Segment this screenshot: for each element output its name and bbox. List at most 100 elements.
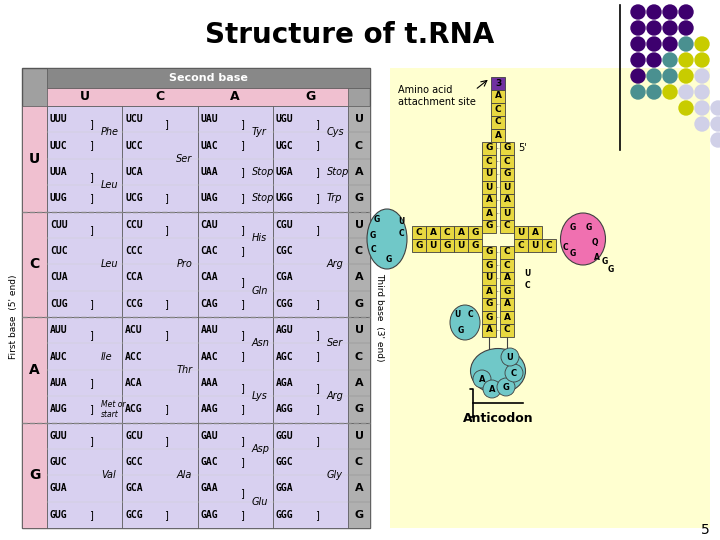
Text: A: A	[495, 131, 502, 139]
Circle shape	[663, 21, 677, 35]
Circle shape	[695, 53, 709, 67]
Text: G: G	[386, 254, 392, 264]
Text: GGG: GGG	[276, 510, 293, 520]
Text: 5': 5'	[518, 143, 527, 153]
Text: Amino acid
attachment site: Amino acid attachment site	[398, 85, 476, 107]
Text: Glu: Glu	[252, 497, 268, 507]
Text: ]: ]	[164, 119, 168, 129]
Text: ]: ]	[89, 193, 93, 204]
Bar	[491, 90, 505, 103]
Bar	[197, 317, 273, 422]
Text: A: A	[485, 208, 492, 218]
Text: Phe: Phe	[102, 127, 120, 137]
Text: G: G	[29, 468, 40, 482]
Bar	[273, 317, 348, 422]
Text: U: U	[485, 183, 492, 192]
Text: ]: ]	[240, 193, 243, 204]
Text: ]: ]	[240, 225, 243, 235]
Text: Ser: Ser	[176, 154, 193, 164]
Text: U: U	[531, 241, 539, 250]
Text: Asn: Asn	[252, 339, 269, 348]
Text: ]: ]	[315, 383, 319, 393]
Circle shape	[631, 21, 645, 35]
Text: Lys: Lys	[252, 391, 268, 401]
Text: U: U	[80, 91, 89, 104]
Bar	[47, 317, 122, 422]
Text: AGC: AGC	[276, 352, 293, 362]
Text: G: G	[374, 214, 380, 224]
Text: A: A	[457, 228, 464, 237]
Text: ]: ]	[240, 383, 243, 393]
Text: ]: ]	[89, 510, 93, 520]
Circle shape	[647, 5, 661, 19]
Text: U: U	[457, 241, 464, 250]
Text: AGU: AGU	[276, 325, 293, 335]
Text: GAA: GAA	[200, 483, 218, 494]
Text: Arg: Arg	[327, 259, 344, 269]
Bar	[482, 167, 496, 180]
Text: AAA: AAA	[200, 378, 218, 388]
Text: C: C	[495, 118, 501, 126]
Circle shape	[679, 37, 693, 51]
Circle shape	[663, 85, 677, 99]
Text: CGG: CGG	[276, 299, 293, 309]
Text: C: C	[30, 257, 40, 271]
Circle shape	[647, 37, 661, 51]
Circle shape	[505, 364, 523, 382]
Text: UUC: UUC	[50, 140, 68, 151]
Text: ]: ]	[315, 119, 319, 129]
Text: A: A	[485, 195, 492, 205]
Text: C: C	[398, 228, 404, 238]
Bar	[491, 103, 505, 116]
Circle shape	[631, 37, 645, 51]
Bar	[47, 212, 122, 317]
Text: A: A	[29, 363, 40, 377]
Text: C: C	[355, 246, 363, 256]
Bar	[482, 272, 496, 285]
Text: A: A	[503, 195, 510, 205]
Bar	[482, 219, 496, 233]
Circle shape	[497, 378, 515, 396]
Text: A: A	[479, 375, 485, 383]
Text: GCG: GCG	[125, 510, 143, 520]
Text: GCU: GCU	[125, 431, 143, 441]
Bar	[500, 259, 514, 272]
Text: A: A	[503, 313, 510, 321]
Text: C: C	[415, 228, 423, 237]
Text: ACU: ACU	[125, 325, 143, 335]
Text: ]: ]	[89, 225, 93, 235]
Bar	[22, 106, 47, 212]
Text: UGA: UGA	[276, 167, 293, 177]
Bar	[22, 422, 47, 528]
Text: Cys: Cys	[327, 127, 345, 137]
Text: UAU: UAU	[200, 114, 218, 124]
Text: Ala: Ala	[176, 470, 192, 480]
Text: ]: ]	[164, 330, 168, 340]
Text: C: C	[355, 352, 363, 362]
Text: AGG: AGG	[276, 404, 293, 414]
Bar	[500, 206, 514, 219]
Text: G: G	[485, 313, 492, 321]
Ellipse shape	[450, 305, 480, 340]
Text: G: G	[354, 299, 364, 309]
Text: G: G	[354, 510, 364, 520]
Ellipse shape	[470, 348, 526, 394]
Text: U: U	[354, 325, 364, 335]
Text: UAC: UAC	[200, 140, 218, 151]
Text: ]: ]	[240, 119, 243, 129]
Text: A: A	[485, 287, 492, 295]
Circle shape	[695, 117, 709, 131]
Text: UCA: UCA	[125, 167, 143, 177]
Text: ]: ]	[89, 404, 93, 414]
Text: G: G	[485, 144, 492, 152]
Text: GUA: GUA	[50, 483, 68, 494]
Text: Structure of t.RNA: Structure of t.RNA	[205, 21, 495, 49]
Text: Asp: Asp	[252, 444, 270, 454]
Text: U: U	[517, 228, 525, 237]
Text: C: C	[444, 228, 450, 237]
Text: Thr: Thr	[176, 364, 192, 375]
Circle shape	[473, 370, 491, 388]
Circle shape	[679, 5, 693, 19]
Text: CAA: CAA	[200, 273, 218, 282]
Text: ]: ]	[240, 278, 243, 287]
